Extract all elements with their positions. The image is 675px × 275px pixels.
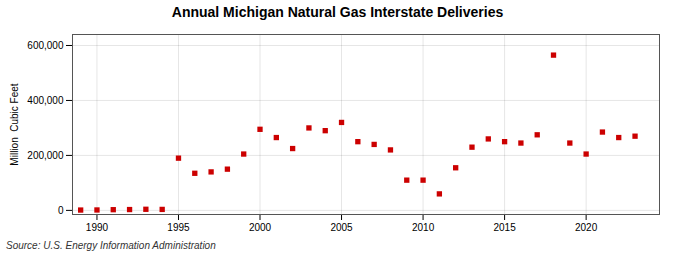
svg-text:400,000: 400,000: [27, 95, 64, 106]
svg-text:200,000: 200,000: [27, 150, 64, 161]
svg-text:2005: 2005: [330, 222, 353, 233]
html-text:Source: U.S. Energy Informatio: Source: U.S. Energy Information Administ…: [6, 240, 216, 251]
svg-text:1995: 1995: [167, 222, 190, 233]
svg-text:2000: 2000: [249, 222, 272, 233]
svg-text:Million Cubic Feet: Million Cubic Feet: [9, 83, 20, 165]
svg-text:1990: 1990: [86, 222, 109, 233]
html-text:Annual Michigan Natural Gas In: Annual Michigan Natural Gas Interstate D…: [171, 4, 504, 20]
svg-text:0: 0: [58, 205, 64, 216]
svg-text:2015: 2015: [493, 222, 516, 233]
svg-text:600,000: 600,000: [27, 40, 64, 51]
svg-text:2010: 2010: [412, 222, 435, 233]
svg-text:2020: 2020: [575, 222, 598, 233]
